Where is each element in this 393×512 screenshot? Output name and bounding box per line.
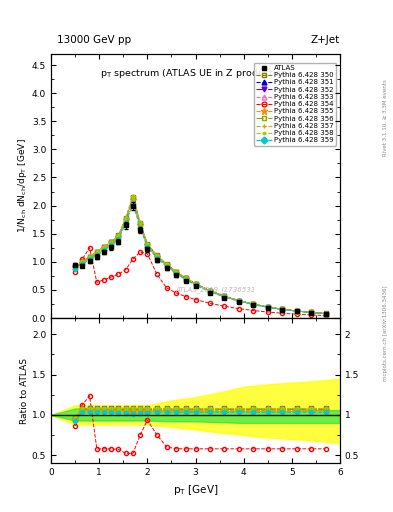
Text: ATLAS_2019_I1736531: ATLAS_2019_I1736531 bbox=[176, 287, 256, 293]
Text: p$_T$ spectrum (ATLAS UE in Z production): p$_T$ spectrum (ATLAS UE in Z production… bbox=[100, 67, 291, 80]
Y-axis label: Ratio to ATLAS: Ratio to ATLAS bbox=[20, 358, 29, 424]
Legend: ATLAS, Pythia 6.428 350, Pythia 6.428 351, Pythia 6.428 352, Pythia 6.428 353, P: ATLAS, Pythia 6.428 350, Pythia 6.428 35… bbox=[254, 62, 336, 146]
Text: Rivet 3.1.10, ≥ 3.3M events: Rivet 3.1.10, ≥ 3.3M events bbox=[383, 79, 387, 156]
X-axis label: p$_T$ [GeV]: p$_T$ [GeV] bbox=[173, 483, 218, 497]
Text: 13000 GeV pp: 13000 GeV pp bbox=[57, 35, 131, 45]
Text: Z+Jet: Z+Jet bbox=[311, 35, 340, 45]
Text: mcplots.cern.ch [arXiv:1306.3436]: mcplots.cern.ch [arXiv:1306.3436] bbox=[383, 285, 387, 380]
Y-axis label: 1/N$_{ch}$ dN$_{ch}$/dp$_T$ [GeV]: 1/N$_{ch}$ dN$_{ch}$/dp$_T$ [GeV] bbox=[16, 138, 29, 233]
